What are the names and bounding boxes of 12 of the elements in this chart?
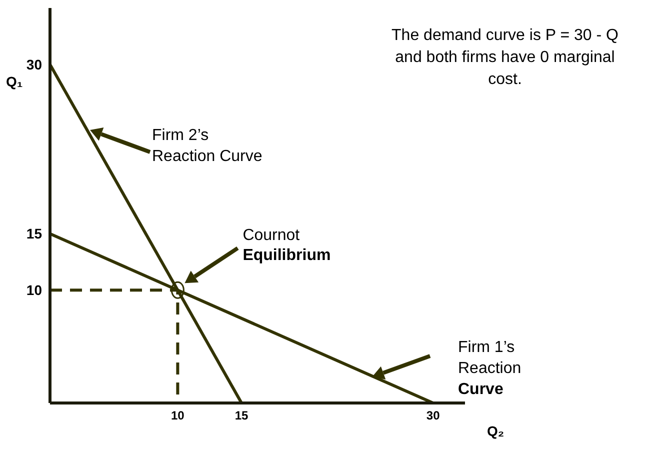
- x-tick-label: 10: [171, 408, 185, 423]
- x-axis-title: Q₂: [487, 423, 504, 439]
- annotation: The demand curve is P = 30 - Q and both firms have 0 marginal cost.: [392, 27, 618, 88]
- x-tick-label: 30: [426, 408, 440, 423]
- y-axis-title: Q₁: [6, 73, 23, 90]
- y-tick-label: 10: [26, 282, 42, 298]
- annotation: Firm 1’s Reaction Curve: [458, 339, 522, 398]
- y-tick-label: 30: [26, 56, 42, 72]
- annotation: Cournot Equilibrium: [242, 227, 331, 264]
- annotation: Firm 2’s Reaction Curve: [152, 127, 262, 165]
- x-tick-label: 15: [234, 408, 249, 423]
- y-tick-label: 15: [26, 226, 42, 242]
